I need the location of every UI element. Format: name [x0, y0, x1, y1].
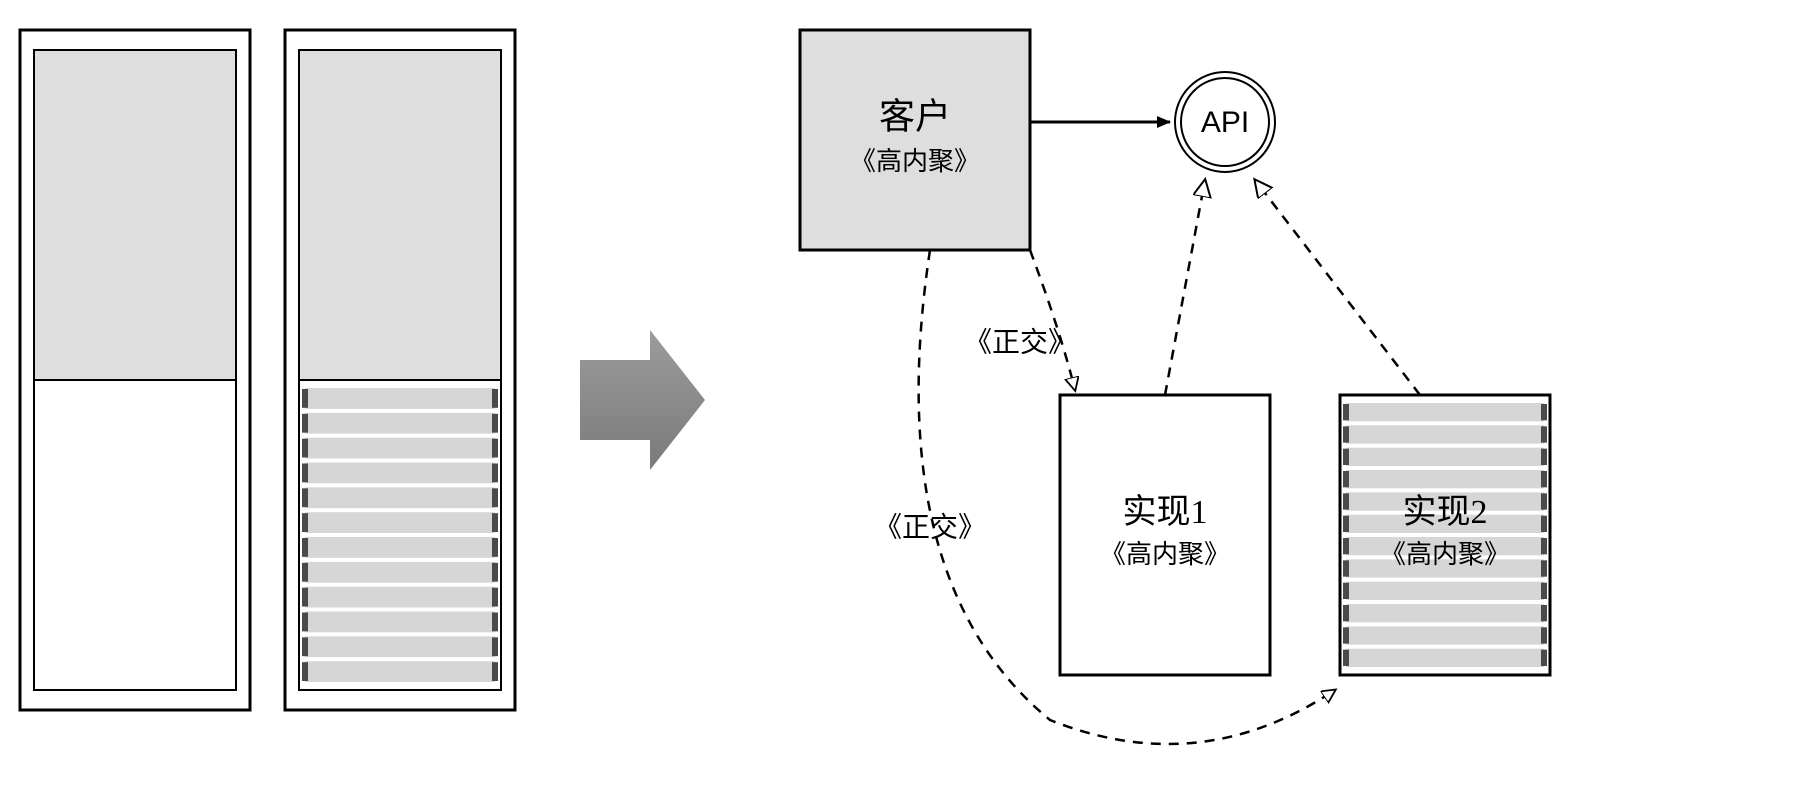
- edge-impl2-to-api: [1255, 180, 1420, 395]
- panel-bottom: [34, 380, 236, 690]
- impl1-title: 实现1: [1123, 493, 1208, 531]
- transition-arrow-icon: [580, 330, 705, 470]
- api-label: API: [1201, 106, 1249, 139]
- impl2-stereotype: 《高内聚》: [1380, 540, 1510, 569]
- client-box: [800, 30, 1030, 250]
- panel-top: [299, 50, 501, 380]
- edge-label-orthogonal-2: 《正交》: [874, 511, 986, 543]
- impl2-title: 实现2: [1403, 493, 1488, 531]
- client-title: 客户: [879, 96, 951, 136]
- client-stereotype: 《高内聚》: [850, 147, 980, 176]
- edge-label-orthogonal-1: 《正交》: [964, 326, 1076, 358]
- impl1-stereotype: 《高内聚》: [1100, 540, 1230, 569]
- impl1-box: [1060, 395, 1270, 675]
- panel-top: [34, 50, 236, 380]
- edge-client-to-impl1: [1030, 250, 1075, 390]
- edge-impl1-to-api: [1165, 180, 1205, 395]
